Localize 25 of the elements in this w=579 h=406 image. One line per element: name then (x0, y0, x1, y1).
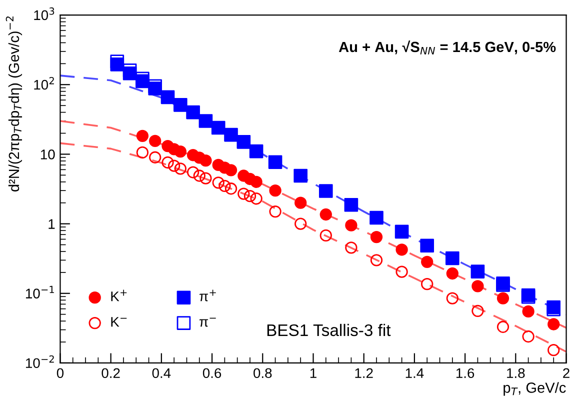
x-tick-label: 1.2 (355, 368, 373, 378)
legend-label: K$^{+}$ (111, 290, 127, 302)
legend-label: π$^{−}$ (200, 318, 216, 327)
y-tick-label: 10$^{2}$ (34, 77, 54, 90)
y-axis-title: d²N/(2πp$_{T}$dp$_{T}$dη) (Gev/c)$^{−2}$ (6, 16, 22, 192)
y-tick-label: 10$^{−2}$ (26, 355, 54, 368)
x-axis-title: p$_{T}$, GeV/c (504, 382, 566, 396)
y-tick-label: 10$^{−1}$ (26, 286, 54, 298)
annotation: BES1 Tsallis-3 fit (267, 324, 391, 336)
x-tick-label: 0.2 (102, 368, 120, 378)
x-tick-label: 1.8 (507, 368, 525, 378)
x-tick-label: 1.6 (456, 368, 474, 378)
x-tick-label: 0.4 (152, 368, 171, 378)
x-tick-label: 0 (56, 368, 64, 378)
legend-label: π$^{+}$ (200, 290, 216, 302)
x-tick-label: 1 (310, 368, 316, 378)
y-tick-label: 1 (48, 219, 55, 229)
x-tick-label: 0.8 (254, 368, 272, 378)
y-tick-label: 10$^{3}$ (34, 7, 54, 20)
x-tick-label: 0.6 (202, 368, 222, 378)
annotation: Au + Au, √S$_{NN}$ = 14.5 GeV, 0-5% (338, 40, 556, 54)
x-tick-label: 1.4 (406, 368, 424, 378)
x-tick-label: 2 (563, 368, 570, 378)
legend-label: K$^{−}$ (111, 317, 127, 327)
y-tick-label: 10 (40, 150, 55, 160)
